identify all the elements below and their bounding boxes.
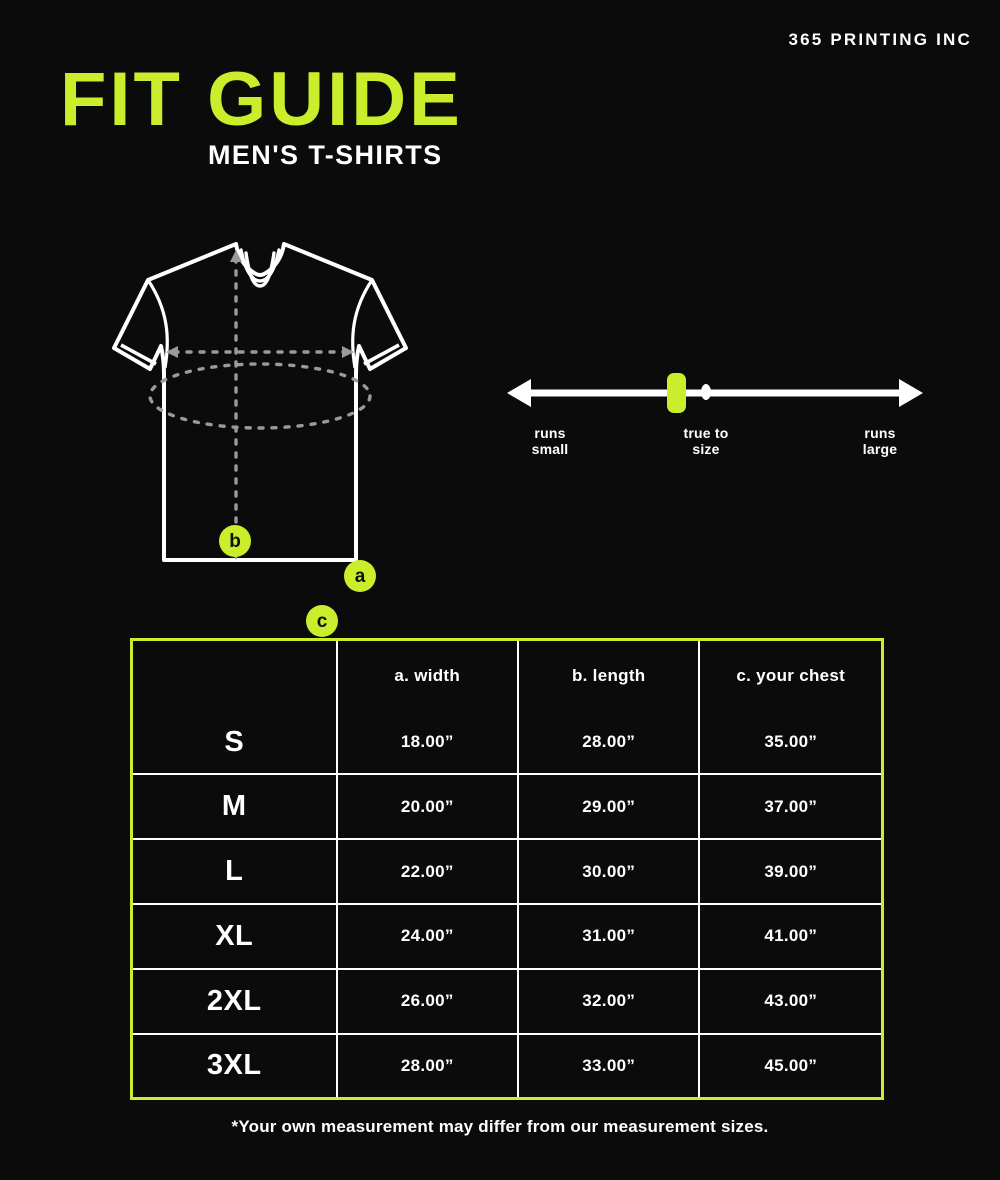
cell-length: 32.00” [516,967,701,1035]
cell-length: 33.00” [516,1032,701,1097]
badge-a: a [344,560,376,592]
table-row: 3XL 28.00” 33.00” 45.00” [133,1032,881,1097]
width-arrow-left [166,346,178,358]
cell-chest: 39.00” [698,838,881,905]
tshirt-body-outline [112,242,408,562]
table-row: M 20.00” 29.00” 37.00” [133,773,881,841]
badge-c: c [306,605,338,637]
cell-length: 29.00” [516,773,701,841]
cell-chest: 35.00” [698,711,881,776]
cell-length: 31.00” [516,902,701,970]
page-subtitle: MEN'S T-SHIRTS [208,140,443,170]
tshirt-left-cuff [120,343,157,366]
header-size [133,641,338,711]
tshirt-right-shoulder-seam [351,279,374,369]
cell-size: 3XL [133,1032,338,1097]
fit-scale-label-true-to-size: true to size [683,425,729,457]
badge-b: b [219,525,251,557]
chest-measure-ellipse [148,362,372,430]
fit-scale-center-dot [701,384,711,400]
fit-scale-marker[interactable] [667,373,686,413]
header-chest: c. your chest [698,641,881,711]
measurement-disclaimer: *Your own measurement may differ from ou… [231,1117,769,1136]
length-arrow-top [230,250,242,262]
page-title: FIT GUIDE [60,57,463,142]
fit-scale-arrow-right [899,379,923,407]
table-row: S 18.00” 28.00” 35.00” [133,711,881,776]
fit-scale-arrow-left [507,379,531,407]
cell-width: 26.00” [335,967,519,1035]
table-header-row: a. width b. length c. your chest [133,641,881,711]
cell-width: 20.00” [335,773,519,841]
cell-length: 30.00” [516,838,701,905]
header-length: b. length [516,641,701,711]
cell-size: XL [133,902,338,970]
fit-scale-arrow-svg [507,379,923,407]
fit-scale-label-runs-small: runs small [531,425,569,457]
brand-name: 365 PRINTING INC [788,30,972,49]
size-chart-table: a. width b. length c. your chest S 18.00… [130,638,884,1100]
table-row: XL 24.00” 31.00” 41.00” [133,902,881,970]
cell-width: 18.00” [335,711,519,776]
table-row: 2XL 26.00” 32.00” 43.00” [133,967,881,1035]
width-arrow-right [342,346,354,358]
tshirt-left-shoulder-seam [146,279,169,369]
fit-scale: runs small true to size runs large [505,368,925,478]
cell-length: 28.00” [516,711,701,776]
cell-chest: 45.00” [698,1032,881,1097]
cell-chest: 37.00” [698,773,881,841]
cell-chest: 41.00” [698,902,881,970]
cell-chest: 43.00” [698,967,881,1035]
tshirt-collar-line-2 [244,251,276,288]
tshirt-illustration-svg [112,242,408,562]
tshirt-collar-line-1 [239,248,281,283]
cell-width: 28.00” [335,1032,519,1097]
cell-size: 2XL [133,967,338,1035]
header-width: a. width [335,641,519,711]
fit-scale-label-runs-large: runs large [862,425,898,457]
table-row: L 22.00” 30.00” 39.00” [133,838,881,905]
cell-width: 24.00” [335,902,519,970]
cell-size: M [133,773,338,841]
tshirt-diagram: b a c [88,228,498,637]
cell-size: S [133,711,338,776]
tshirt-right-cuff [363,343,400,366]
cell-size: L [133,838,338,905]
cell-width: 22.00” [335,838,519,905]
